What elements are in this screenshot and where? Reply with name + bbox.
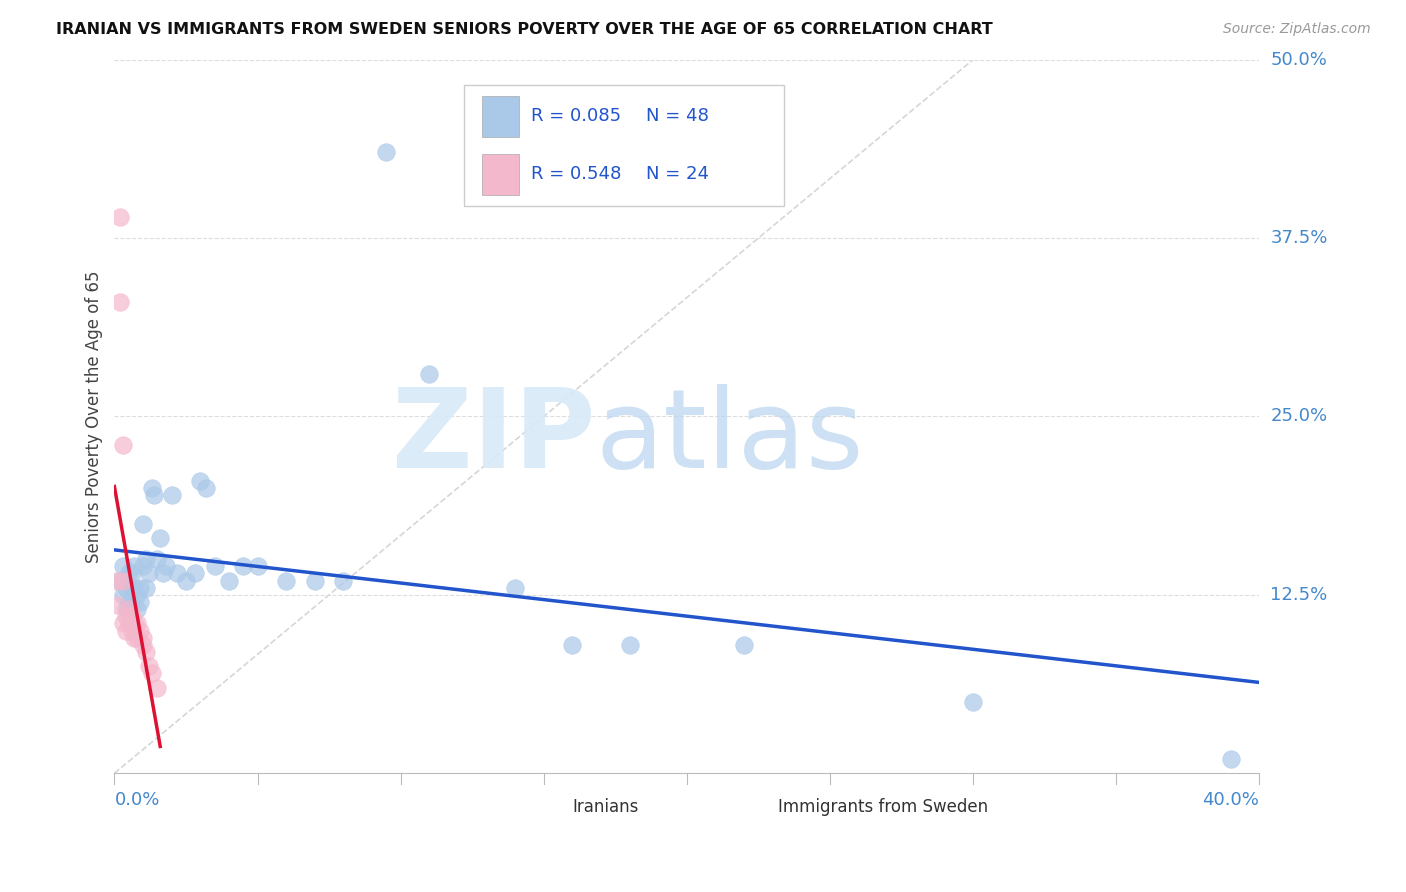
Point: [129, 581, 152, 595]
Point: [105, 598, 128, 612]
Text: 25.0%: 25.0%: [1271, 408, 1327, 425]
Point: [132, 638, 155, 652]
Text: R = 0.548: R = 0.548: [531, 165, 621, 183]
Point: [246, 559, 269, 574]
Point: [135, 581, 157, 595]
Point: [152, 566, 174, 581]
Text: R = 0.085: R = 0.085: [531, 107, 621, 126]
Point: [149, 531, 172, 545]
Point: [141, 666, 163, 681]
Point: [218, 574, 240, 588]
Point: [188, 474, 211, 488]
Point: [105, 574, 128, 588]
Point: [160, 488, 183, 502]
Point: [619, 638, 641, 652]
Point: [111, 574, 134, 588]
Point: [204, 559, 226, 574]
Point: [561, 638, 583, 652]
Point: [118, 595, 141, 609]
Point: [195, 481, 218, 495]
Point: [108, 210, 131, 224]
Point: [129, 595, 152, 609]
Point: [332, 574, 354, 588]
Point: [183, 566, 205, 581]
Text: 40.0%: 40.0%: [1202, 791, 1260, 809]
Point: [733, 638, 755, 652]
Point: [132, 631, 155, 645]
Text: IRANIAN VS IMMIGRANTS FROM SWEDEN SENIORS POVERTY OVER THE AGE OF 65 CORRELATION: IRANIAN VS IMMIGRANTS FROM SWEDEN SENIOR…: [56, 22, 993, 37]
Point: [127, 616, 149, 631]
Point: [962, 695, 984, 709]
Point: [115, 609, 138, 624]
Text: 12.5%: 12.5%: [1271, 586, 1327, 604]
Point: [174, 574, 197, 588]
Point: [121, 609, 143, 624]
FancyBboxPatch shape: [464, 85, 785, 206]
Point: [138, 659, 160, 673]
Point: [118, 566, 141, 581]
Point: [115, 602, 138, 616]
Point: [232, 559, 254, 574]
Point: [111, 559, 134, 574]
Point: [121, 581, 143, 595]
Text: Iranians: Iranians: [572, 797, 638, 816]
Text: atlas: atlas: [595, 384, 863, 491]
Point: [111, 588, 134, 602]
FancyBboxPatch shape: [742, 797, 770, 817]
Point: [146, 681, 169, 695]
Point: [111, 438, 134, 452]
Point: [135, 552, 157, 566]
Point: [166, 566, 188, 581]
Point: [129, 624, 152, 638]
Point: [121, 598, 143, 612]
Point: [124, 581, 146, 595]
Point: [108, 574, 131, 588]
Point: [121, 566, 143, 581]
Point: [138, 566, 160, 581]
Point: [141, 481, 163, 495]
Point: [111, 616, 134, 631]
FancyBboxPatch shape: [537, 797, 564, 817]
Point: [132, 516, 155, 531]
Point: [115, 581, 138, 595]
Point: [121, 624, 143, 638]
Text: N = 48: N = 48: [645, 107, 709, 126]
Point: [127, 602, 149, 616]
Point: [108, 295, 131, 310]
Point: [375, 145, 398, 160]
Point: [124, 616, 146, 631]
Point: [118, 616, 141, 631]
Point: [127, 631, 149, 645]
FancyBboxPatch shape: [482, 96, 519, 136]
FancyBboxPatch shape: [482, 154, 519, 194]
Point: [304, 574, 326, 588]
Point: [143, 488, 166, 502]
Point: [155, 559, 177, 574]
Text: N = 24: N = 24: [645, 165, 709, 183]
Text: 0.0%: 0.0%: [114, 791, 160, 809]
Text: Source: ZipAtlas.com: Source: ZipAtlas.com: [1223, 22, 1371, 37]
Point: [115, 624, 138, 638]
Text: ZIP: ZIP: [392, 384, 595, 491]
Point: [276, 574, 298, 588]
Point: [124, 559, 146, 574]
Point: [132, 559, 155, 574]
Point: [146, 552, 169, 566]
Point: [124, 631, 146, 645]
Point: [127, 588, 149, 602]
Point: [503, 581, 526, 595]
Y-axis label: Seniors Poverty Over the Age of 65: Seniors Poverty Over the Age of 65: [86, 270, 103, 563]
Point: [1219, 752, 1241, 766]
Text: 37.5%: 37.5%: [1271, 229, 1327, 247]
Text: Immigrants from Sweden: Immigrants from Sweden: [779, 797, 988, 816]
Point: [118, 602, 141, 616]
Point: [135, 645, 157, 659]
Point: [418, 367, 440, 381]
Text: 50.0%: 50.0%: [1271, 51, 1327, 69]
